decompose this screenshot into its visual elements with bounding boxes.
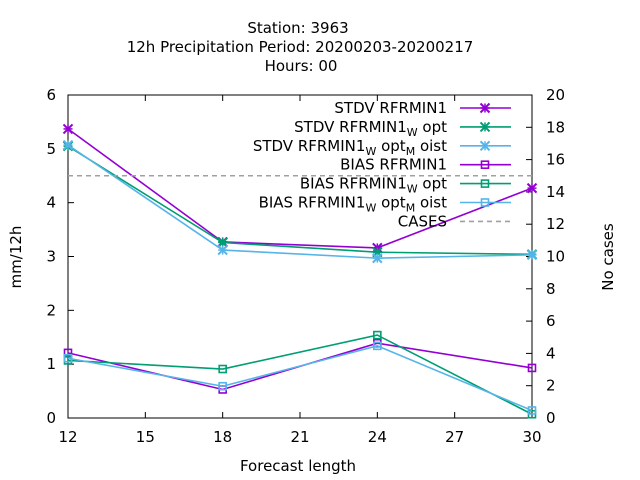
x-axis-label: Forecast length: [240, 457, 356, 475]
y-axis-label: mm/12h: [7, 226, 25, 289]
y2-tick-label: 6: [546, 312, 556, 330]
y2-tick-label: 12: [546, 215, 565, 233]
legend-label-part: opt: [376, 194, 405, 212]
legend-label: BIAS RFRMIN1W opt: [300, 175, 447, 196]
legend-label: BIAS RFRMIN1W optM oist: [259, 194, 448, 215]
data-point: [527, 406, 537, 415]
legend-label-part: W: [365, 202, 376, 215]
chart-title-line-2: 12h Precipitation Period: 20200203-20200…: [127, 38, 474, 56]
legend-label-part: opt: [376, 137, 405, 155]
x-tick-label: 30: [522, 428, 541, 446]
y2-tick-label: 8: [546, 280, 556, 298]
legend-marker: [480, 179, 490, 188]
x-tick-label: 21: [290, 428, 309, 446]
data-point: [218, 381, 227, 391]
x-tick-label: 15: [136, 428, 155, 446]
y2-tick-label: 10: [546, 248, 565, 266]
data-point: [63, 353, 73, 363]
y2-tick-label: 20: [546, 86, 565, 104]
legend-label-part: opt: [418, 175, 447, 193]
y-tick-label: 3: [46, 248, 56, 266]
y-tick-label: 0: [46, 409, 56, 427]
legend-label-part: CASES: [398, 212, 447, 230]
legend-marker: [480, 198, 490, 207]
legend-label-part: STDV RFRMIN1: [294, 118, 407, 136]
y-tick-label: 4: [46, 194, 56, 212]
series-line: [67, 128, 533, 249]
y2-tick-label: 16: [546, 151, 565, 169]
legend-label-part: oist: [415, 137, 447, 155]
y-tick-label: 2: [46, 301, 56, 319]
legend-label-part: M: [406, 145, 416, 158]
data-point: [373, 341, 382, 351]
legend-label-part: W: [365, 145, 376, 158]
legend-label-part: W: [407, 183, 418, 196]
y2-tick-label: 18: [546, 118, 565, 136]
y2-tick-label: 4: [546, 344, 556, 362]
y-tick-label: 5: [46, 140, 56, 158]
legend-label-part: opt: [418, 118, 447, 136]
series-5: [63, 341, 537, 415]
y2-axis-label: No cases: [599, 223, 617, 291]
legend-label-part: BIAS RFRMIN1: [300, 175, 407, 193]
data-point: [218, 364, 227, 374]
legend-label-part: STDV RFRMIN1: [334, 99, 447, 117]
series-4: [63, 330, 537, 419]
chart-title-line-1: Station: 3963: [247, 19, 348, 37]
series-line: [67, 334, 533, 415]
x-tick-label: 12: [58, 428, 77, 446]
legend-label: STDV RFRMIN1: [334, 99, 447, 117]
y2-tick-label: 2: [546, 377, 556, 395]
y2-tick-label: 0: [546, 409, 556, 427]
legend-label: CASES: [398, 212, 447, 230]
legend-label-part: W: [407, 126, 418, 139]
y-tick-label: 6: [46, 86, 56, 104]
series-line: [67, 144, 533, 259]
legend-label-part: oist: [415, 194, 447, 212]
chart-title-line-3: Hours: 00: [265, 57, 338, 75]
series-2: [62, 139, 538, 264]
legend-label: STDV RFRMIN1W optM oist: [253, 137, 447, 158]
y-tick-label: 1: [46, 355, 56, 373]
legend-label-part: BIAS RFRMIN1: [340, 156, 447, 174]
series-line: [67, 145, 533, 256]
legend-marker: [480, 160, 490, 169]
legend-label-part: STDV RFRMIN1: [253, 137, 366, 155]
x-tick-label: 24: [368, 428, 387, 446]
series-line: [67, 345, 533, 412]
legend-label-part: BIAS RFRMIN1: [259, 194, 366, 212]
legend-label: BIAS RFRMIN1: [340, 156, 447, 174]
x-tick-label: 27: [445, 428, 464, 446]
data-point: [527, 363, 537, 373]
data-point: [373, 330, 382, 340]
legend-label: STDV RFRMIN1W opt: [294, 118, 447, 139]
legend-label-part: M: [406, 202, 416, 215]
data-series: [62, 123, 538, 419]
y2-tick-label: 14: [546, 183, 565, 201]
x-tick-label: 18: [213, 428, 232, 446]
